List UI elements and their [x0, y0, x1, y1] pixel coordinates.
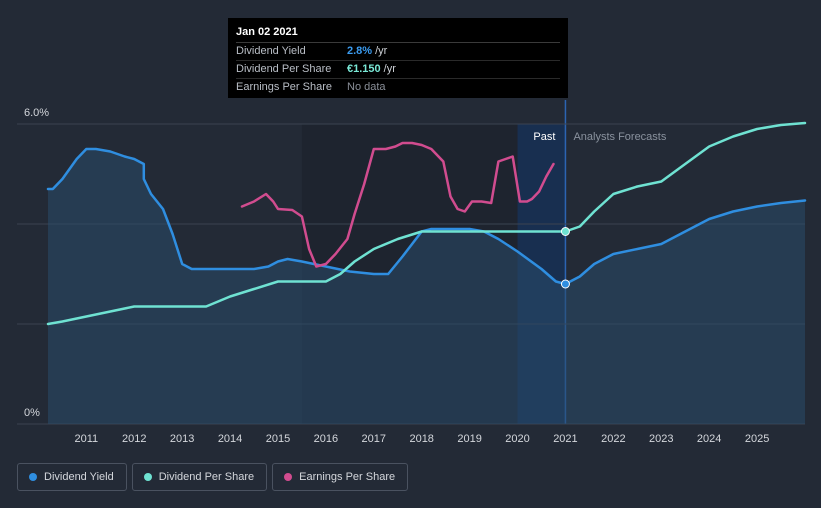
tooltip-row-dividend-per-share: Dividend Per Share €1.150 /yr — [236, 61, 560, 79]
tooltip-label: Earnings Per Share — [236, 81, 332, 93]
tooltip-unit: /yr — [375, 45, 388, 57]
y-axis-label-max: 6.0% — [24, 107, 49, 119]
series-lines — [46, 121, 807, 326]
tooltip-label: Dividend Yield — [236, 45, 306, 57]
chart-legend: Dividend Yield Dividend Per Share Earnin… — [17, 463, 409, 491]
axis-labels: 0% 6.0% 2011 2012 2013 2014 2015 2016 2017 2018 20… — [24, 107, 769, 445]
x-tick-label: 2018 — [409, 433, 433, 445]
forecast-label: Analysts Forecasts — [573, 131, 666, 143]
x-tick-label: 2012 — [122, 433, 146, 445]
x-tick-label: 2020 — [505, 433, 529, 445]
dividend-yield-line — [46, 147, 807, 286]
tooltip-value: €1.150 — [347, 63, 381, 75]
x-tick-label: 2011 — [75, 433, 99, 445]
legend-label: Dividend Yield — [44, 471, 114, 483]
x-tick-label: 2023 — [649, 433, 673, 445]
series-areas — [48, 149, 805, 424]
legend-dot-icon — [284, 473, 293, 481]
legend-dot-icon — [29, 473, 37, 481]
earnings-per-share-line — [240, 141, 555, 268]
legend-label: Dividend Per Share — [158, 471, 255, 483]
x-tick-label: 2017 — [362, 433, 386, 445]
x-tick-label: 2019 — [457, 433, 481, 445]
x-tick-label: 2021 — [553, 433, 577, 445]
x-tick-label: 2022 — [601, 433, 625, 445]
dividend-yield-marker — [560, 279, 570, 289]
x-tick-label: 2024 — [697, 433, 721, 445]
tooltip-unit: /yr — [383, 63, 396, 75]
tooltip-value: No data — [347, 81, 386, 93]
tooltip-date: Jan 02 2021 — [236, 24, 560, 43]
tooltip-label: Dividend Per Share — [236, 63, 332, 75]
hover-tooltip: Jan 02 2021 Dividend Yield 2.8% /yr Divi… — [228, 18, 568, 98]
dividend-per-share-marker — [560, 227, 570, 236]
series-markers — [560, 227, 570, 289]
x-tick-label: 2015 — [266, 433, 290, 445]
legend-item-dividend-yield[interactable]: Dividend Yield — [17, 463, 127, 491]
past-label: Past — [533, 131, 555, 143]
tooltip-row-earnings-per-share: Earnings Per Share No data — [236, 79, 560, 96]
legend-label: Earnings Per Share — [299, 471, 396, 483]
legend-item-dividend-per-share[interactable]: Dividend Per Share — [131, 463, 268, 491]
legend-item-earnings-per-share[interactable]: Earnings Per Share — [272, 463, 409, 491]
tooltip-row-dividend-yield: Dividend Yield 2.8% /yr — [236, 43, 560, 61]
dividend-yield-area — [48, 149, 805, 424]
legend-dot-icon — [143, 473, 152, 481]
y-axis-label-min: 0% — [24, 407, 40, 419]
x-tick-label: 2013 — [170, 433, 194, 445]
x-tick-label: 2016 — [314, 433, 338, 445]
tooltip-value: 2.8% — [347, 45, 373, 57]
x-tick-label: 2014 — [218, 433, 242, 445]
x-tick-label: 2025 — [745, 433, 769, 445]
dividend-per-share-line — [46, 121, 807, 326]
